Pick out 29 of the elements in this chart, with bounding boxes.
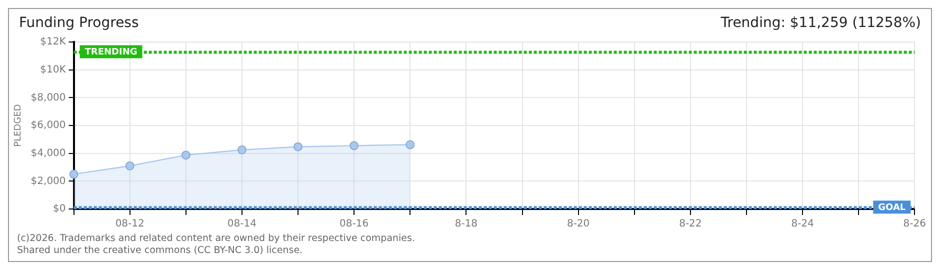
text: (c)2026. Trademarks and related content are owned by their respective companies. [17, 233, 416, 245]
ref-line-label: TRENDING [84, 48, 138, 58]
x-tick-label: 08-14 [227, 218, 256, 230]
x-tick-label: 8-18 [454, 218, 478, 230]
x-tick-label: 8-22 [679, 218, 702, 230]
point [350, 141, 359, 150]
y-tick-label: $8,000 [30, 92, 66, 104]
point [125, 161, 134, 170]
point [181, 150, 190, 160]
y-tick-label: $6,000 [30, 120, 66, 132]
y-tick-label: $2,000 [30, 176, 66, 187]
ref-line-label: GOAL [878, 202, 906, 213]
x-tick-label: 8-24 [791, 218, 814, 230]
point [294, 142, 303, 152]
y-axis-title: PLEDGED [14, 104, 24, 147]
y-tick-label: $0 [53, 204, 66, 215]
text: Shared under the creative commons (CC BY-NC 3.0) license. [17, 245, 304, 257]
point [69, 170, 78, 179]
y-tick-label: $12K [40, 36, 66, 48]
x-tick-label: 08-12 [115, 218, 144, 230]
point [237, 145, 246, 154]
x-tick-label: 8-20 [566, 218, 590, 230]
chart-title: Funding Progress [19, 15, 139, 31]
x-tick-label: 8-26 [903, 218, 926, 230]
chart-subtitle: Trending: $11,259 (11258%) [720, 15, 921, 31]
y-tick-label: $4,000 [30, 148, 66, 159]
point [406, 140, 415, 150]
y-tick-label: $10K [40, 64, 66, 76]
x-tick-label: 08-16 [340, 218, 369, 230]
